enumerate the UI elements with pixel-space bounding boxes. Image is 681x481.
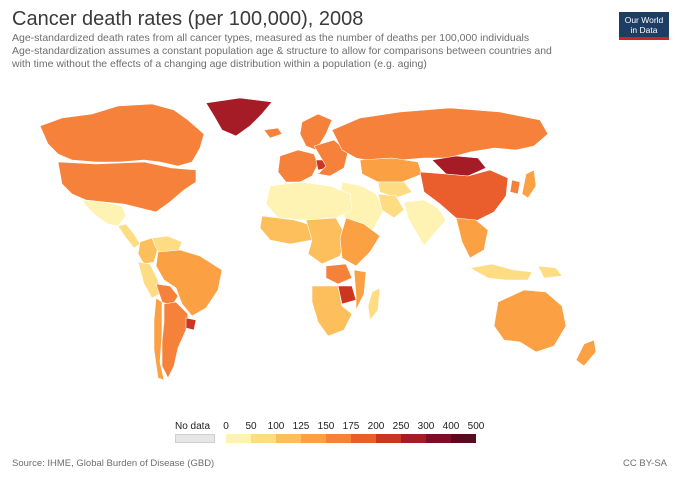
region-argentina[interactable]	[161, 301, 189, 379]
region-brazil[interactable]	[155, 249, 223, 317]
legend-bin-3	[301, 434, 326, 443]
legend-tick-label: 200	[367, 421, 385, 432]
subtitle-line-3: with time without the effects of a chang…	[12, 58, 427, 70]
region-india[interactable]	[403, 199, 447, 247]
region-canada[interactable]	[39, 103, 205, 167]
region-russia[interactable]	[331, 107, 549, 163]
region-uruguay[interactable]	[185, 317, 197, 331]
license-link[interactable]: CC BY-SA	[623, 458, 667, 469]
region-new-zealand[interactable]	[575, 339, 597, 367]
legend-bin-9	[451, 434, 476, 443]
logo-line-1: Our World	[624, 15, 664, 25]
region-japan[interactable]	[521, 169, 537, 199]
legend-tick-label: 400	[442, 421, 460, 432]
legend-no-data-swatch	[175, 434, 215, 443]
region-korea[interactable]	[509, 179, 521, 195]
region-iceland[interactable]	[263, 127, 283, 139]
region-australia[interactable]	[493, 289, 567, 353]
region-central-america[interactable]	[117, 223, 141, 249]
region-bolivia[interactable]	[155, 283, 179, 307]
region-mexico[interactable]	[81, 199, 127, 227]
legend-bin-0	[226, 434, 251, 443]
region-east-africa[interactable]	[339, 217, 381, 267]
logo-line-2: in Data	[630, 25, 658, 35]
legend-bin-7	[401, 434, 426, 443]
legend-tick-label: 250	[392, 421, 410, 432]
legend-tick-label: 500	[467, 421, 485, 432]
legend-bin-2	[276, 434, 301, 443]
region-central-asia[interactable]	[377, 181, 413, 199]
region-central-africa[interactable]	[305, 217, 347, 265]
region-west-africa[interactable]	[259, 215, 315, 245]
legend-bin-1	[251, 434, 276, 443]
legend-bin-6	[376, 434, 401, 443]
source-note: Source: IHME, Global Burden of Disease (…	[12, 458, 215, 469]
owid-logo[interactable]: Our World in Data	[619, 12, 669, 40]
region-southeast-asia[interactable]	[455, 217, 489, 259]
region-madagascar[interactable]	[367, 287, 381, 321]
legend-tick-label: 50	[245, 421, 257, 432]
legend-tick-label: 100	[267, 421, 285, 432]
subtitle-line-1: Age-standardized death rates from all ca…	[12, 32, 530, 44]
region-north-africa[interactable]	[265, 181, 353, 221]
region-mozambique[interactable]	[353, 269, 367, 311]
legend-tick-label: 175	[342, 421, 360, 432]
legend-tick-label: 0	[223, 421, 229, 432]
legend-bin-4	[326, 434, 351, 443]
region-iran[interactable]	[377, 193, 405, 219]
region-greenland[interactable]	[205, 97, 273, 137]
region-eastern-europe[interactable]	[313, 139, 349, 177]
region-papua-new-guinea[interactable]	[537, 265, 563, 279]
region-chile[interactable]	[153, 297, 165, 381]
region-kazakhstan[interactable]	[359, 157, 423, 183]
subtitle-line-2: Age-standardization assumes a constant p…	[12, 45, 552, 57]
legend-no-data-label: No data	[175, 421, 211, 432]
legend-bin-8	[426, 434, 451, 443]
region-southern-africa[interactable]	[311, 285, 353, 337]
legend-tick-label: 150	[317, 421, 335, 432]
region-indonesia[interactable]	[469, 263, 533, 281]
legend-tick-label: 300	[417, 421, 435, 432]
legend-color-bins	[226, 434, 476, 443]
legend-tick-label: 125	[292, 421, 310, 432]
world-map	[39, 97, 597, 381]
region-china[interactable]	[419, 169, 509, 223]
region-zambia[interactable]	[325, 263, 353, 285]
region-western-europe[interactable]	[277, 149, 319, 183]
color-legend: No data 0 50 100 125 150 175 200 250 300 400 500	[175, 421, 495, 455]
legend-bin-5	[351, 434, 376, 443]
chart-title: Cancer death rates (per 100,000), 2008	[12, 8, 364, 30]
region-scandinavia[interactable]	[299, 113, 333, 151]
region-united-states[interactable]	[57, 161, 197, 213]
